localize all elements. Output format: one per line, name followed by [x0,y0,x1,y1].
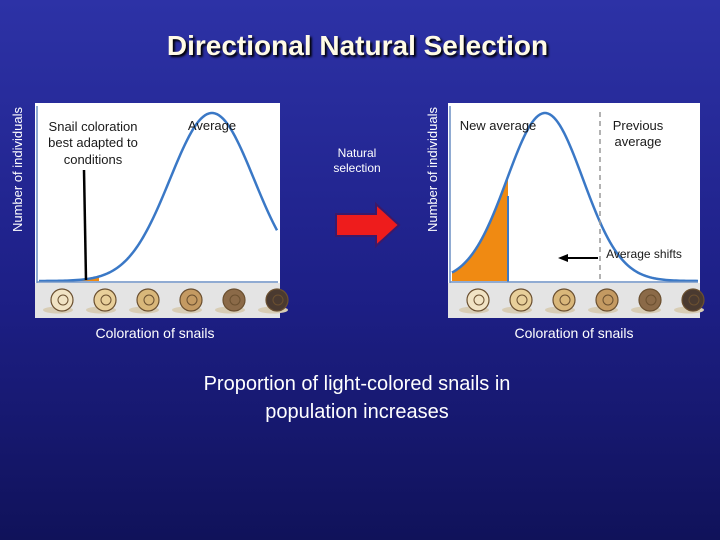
snail-shell [93,288,117,312]
snail-shell [222,288,246,312]
snail-shell [638,288,662,312]
y-axis-label: Number of individuals [10,107,25,233]
selected-area [452,176,508,281]
snail-spiral [473,294,485,306]
distribution-curve [451,111,699,283]
snail-shell [136,288,160,312]
snail-spiral [229,294,241,306]
snail-spiral [100,294,112,306]
snail-spiral [57,294,69,306]
snail-shell [509,288,533,312]
shift-arrow-head [558,254,568,262]
snail-spiral [688,294,700,306]
y-axis-label: Number of individuals [425,107,440,233]
snail-spiral [602,294,614,306]
snail-shell [466,288,490,312]
right-panel [448,103,705,318]
new-average-label: New average [459,118,537,133]
title: Directional Natural Selection [166,30,549,61]
snail-spiral [272,294,284,306]
pointer-label: Snail coloration best adapted to conditi… [48,119,138,167]
snail-shell [50,288,74,312]
left-panel [35,103,289,318]
graph-area [35,103,280,283]
process-label: Natural selection [333,146,381,175]
previous-average-label: Previous average [612,118,664,150]
snail-shell [552,288,576,312]
snail-spiral [516,294,528,306]
distribution-curve [38,111,279,283]
snail-spiral [143,294,155,306]
snail-shell [265,288,289,312]
x-axis-label: Coloration of snails [95,325,215,341]
snail-spiral [186,294,198,306]
snail-shell [681,288,705,312]
snail-spiral [645,294,657,306]
average-label: Average [187,118,237,133]
caption: Proportion of light-colored snails in po… [203,373,511,423]
snail-shell [179,288,203,312]
snail-shell [595,288,619,312]
selection-arrow [335,201,401,249]
snail-spiral [559,294,571,306]
x-axis-label: Coloration of snails [514,325,634,341]
pointer-line [82,169,88,281]
shift-label: Average shifts [606,247,682,261]
